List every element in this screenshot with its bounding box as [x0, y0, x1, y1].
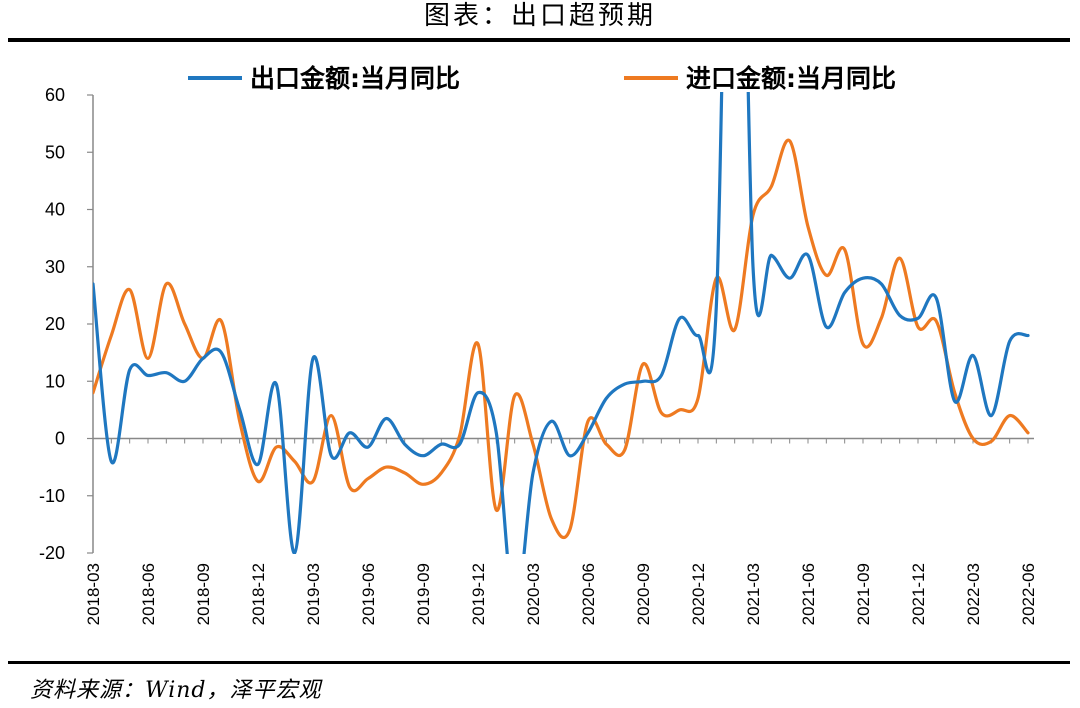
x-tick-label: 2018-06	[139, 563, 158, 625]
y-tick-label: 0	[55, 429, 65, 449]
axes: -20 -10 0 10 20 30 40 50 60 2018-03 2018-06 2018-09…	[39, 85, 1038, 625]
x-tick-label: 2022-03	[964, 563, 983, 625]
x-tick-label: 2019-12	[469, 563, 488, 625]
source-note: 资料来源：Wind，泽平宏观	[30, 678, 322, 703]
legend-label: 进口金额:当月同比	[686, 64, 896, 93]
x-tick-label: 2018-03	[84, 563, 103, 625]
y-tick-label: 50	[45, 142, 65, 162]
x-tick-label: 2018-12	[249, 563, 268, 625]
bottom-rule	[8, 661, 1070, 664]
y-tick-label: -20	[39, 543, 65, 563]
chart-title: 图表：出口超预期	[423, 1, 656, 31]
x-tick-label: 2021-03	[744, 563, 763, 625]
x-tick-label: 2020-09	[634, 563, 653, 625]
x-tick-label: 2019-09	[414, 563, 433, 625]
y-tick-label: 40	[45, 200, 65, 220]
x-tick-label: 2022-06	[1019, 563, 1038, 625]
legend: 出口金额:当月同比 进口金额:当月同比	[188, 64, 896, 93]
x-tick-label: 2019-06	[359, 563, 378, 625]
export-series-line	[93, 92, 1030, 554]
x-tick-label: 2021-06	[799, 563, 818, 625]
import-series-line	[93, 138, 1030, 539]
x-tick-label: 2018-09	[194, 563, 213, 625]
x-tick-label: 2021-12	[909, 563, 928, 625]
y-tick-label: 60	[45, 85, 65, 105]
y-tick-label: 10	[45, 371, 65, 391]
x-tick-label: 2020-06	[579, 563, 598, 625]
x-tick-label: 2020-12	[689, 563, 708, 625]
y-tick-label: 30	[45, 257, 65, 277]
legend-label: 出口金额:当月同比	[250, 64, 460, 93]
y-tick-label: -10	[39, 486, 65, 506]
x-tick-label: 2021-09	[854, 563, 873, 625]
top-rule	[8, 38, 1070, 42]
y-tick-label: 20	[45, 314, 65, 334]
x-tick-label: 2019-03	[304, 563, 323, 625]
x-tick-label: 2020-03	[524, 563, 543, 625]
series-group	[93, 92, 1030, 554]
